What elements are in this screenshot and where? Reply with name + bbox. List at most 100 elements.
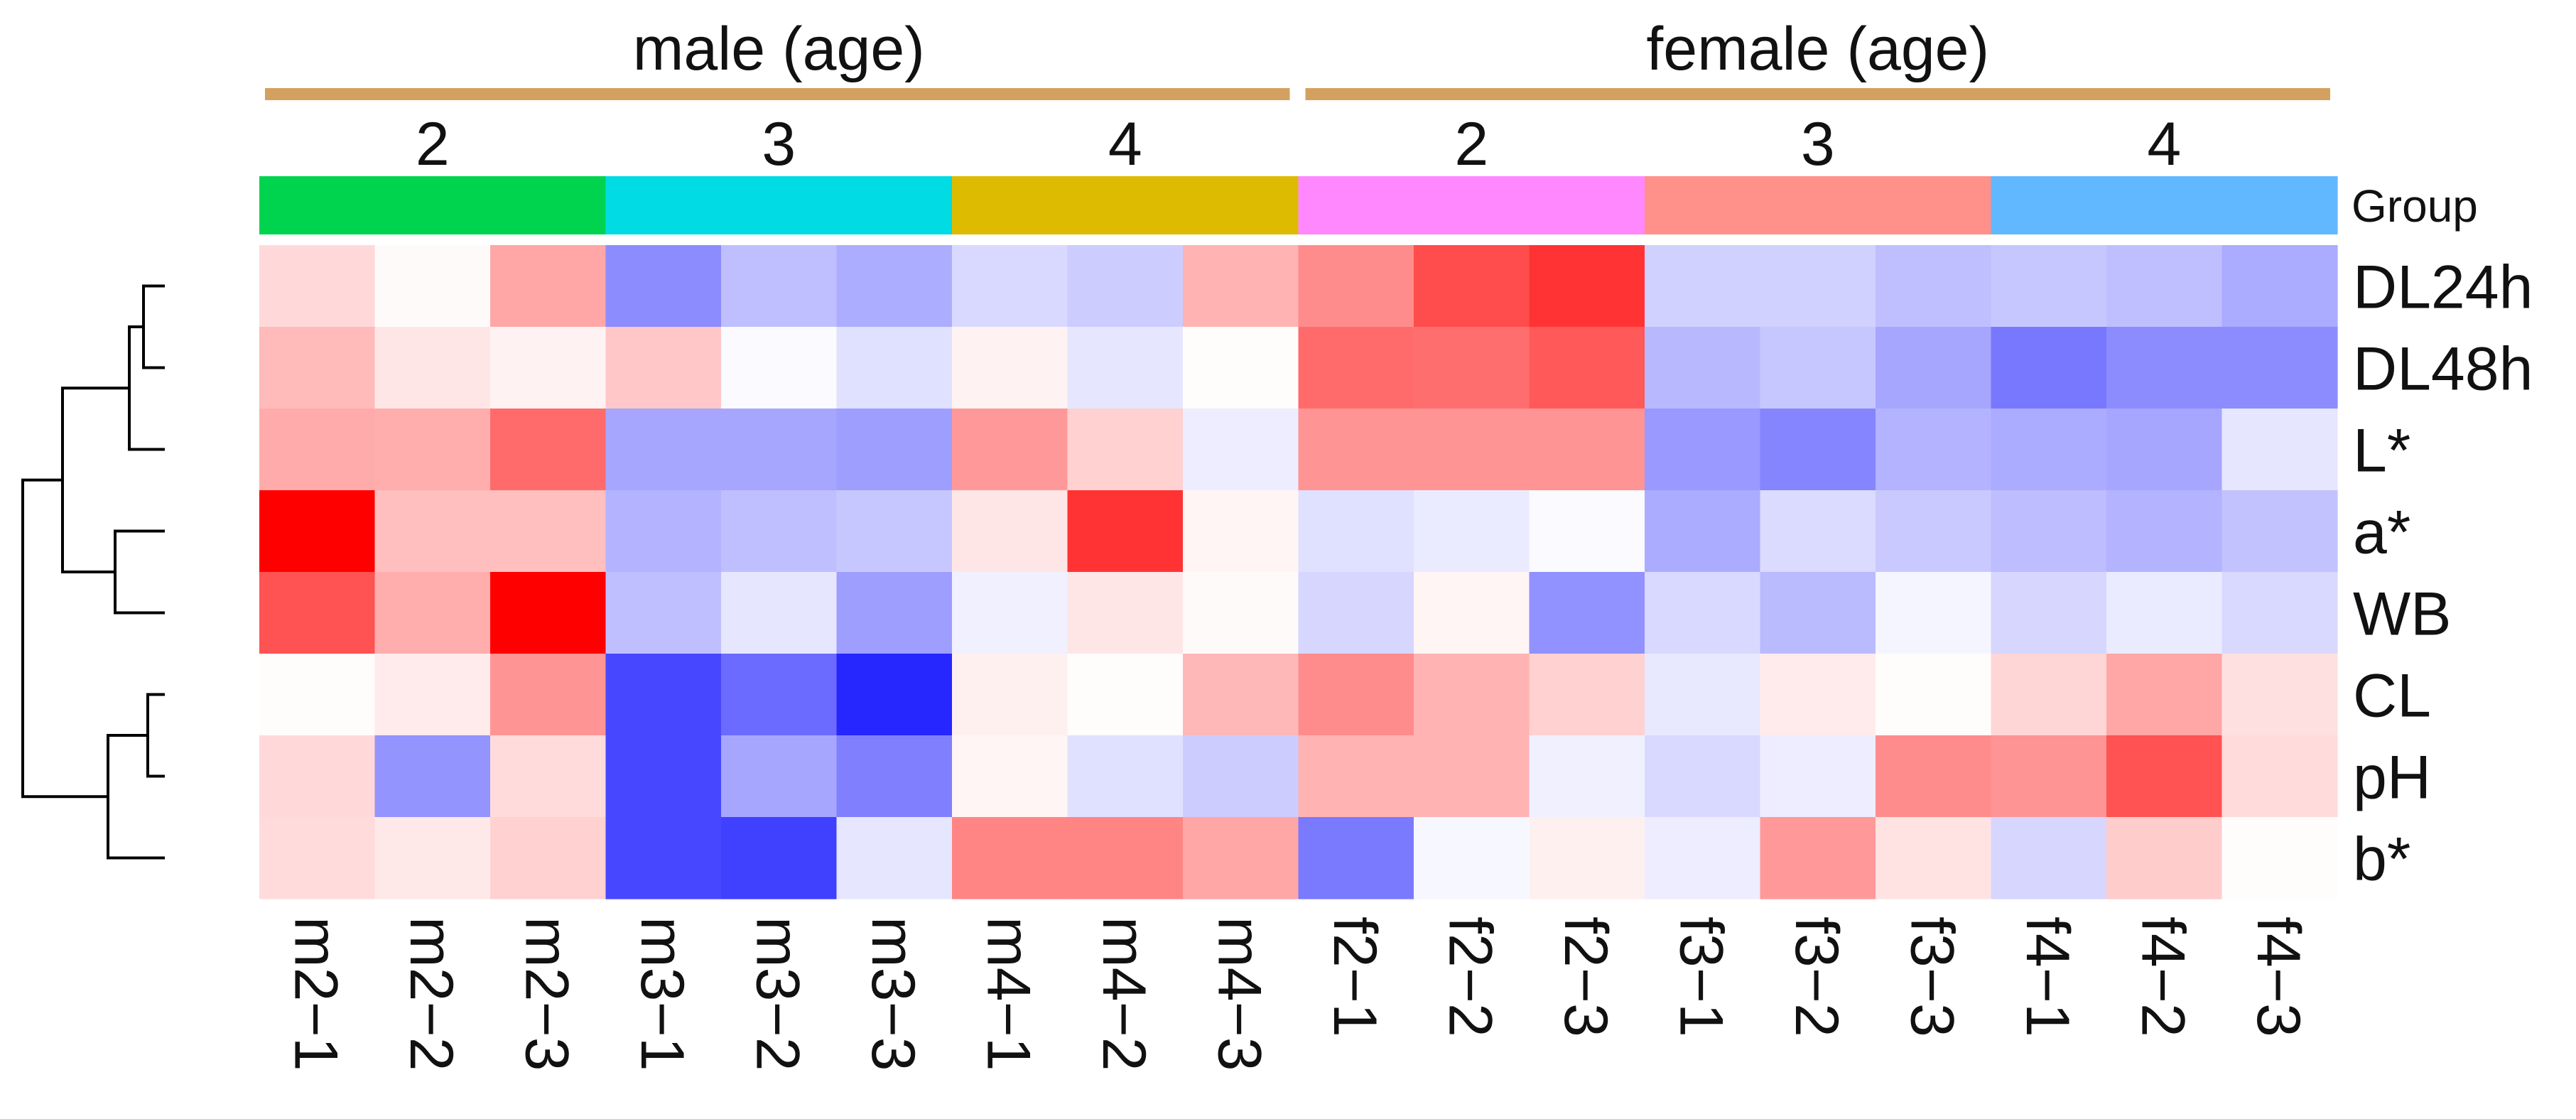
heatmap-cell-WB-m2−3 bbox=[490, 572, 607, 654]
heatmap-cell-pH-m2−1 bbox=[259, 735, 376, 818]
row-label: L* bbox=[2353, 417, 2410, 485]
group-bar-segment bbox=[259, 176, 607, 234]
heatmap-cell-DL48h-f4−2 bbox=[2106, 327, 2223, 409]
column-label: f3−2 bbox=[1782, 917, 1851, 1037]
heatmap-cell-DL48h-f3−2 bbox=[1760, 327, 1876, 409]
heatmap-cell-WB-m4−2 bbox=[1067, 572, 1184, 654]
heatmap-cell-b*-m3−1 bbox=[605, 817, 722, 899]
heatmap-cell-WB-f3−1 bbox=[1645, 572, 1761, 654]
dendrogram-branch bbox=[114, 529, 165, 615]
heatmap-cell-pH-m3−1 bbox=[605, 735, 722, 818]
heatmap-cell-CL-f2−1 bbox=[1298, 654, 1414, 736]
column-label: m4−3 bbox=[1205, 917, 1273, 1071]
heatmap-cell-b*-m3−3 bbox=[836, 817, 953, 899]
heatmap-cell-CL-m3−1 bbox=[605, 654, 722, 736]
sex-group-label: male (age) bbox=[633, 15, 925, 83]
heatmap-cell-a*-f4−2 bbox=[2106, 490, 2223, 573]
heatmap-cell-a*-m2−1 bbox=[259, 490, 376, 573]
heatmap-cell-b*-f4−1 bbox=[1991, 817, 2107, 899]
heatmap-cell-a*-m3−1 bbox=[605, 490, 722, 573]
column-label: m3−1 bbox=[628, 917, 696, 1071]
heatmap-cell-pH-f2−3 bbox=[1529, 735, 1645, 818]
column-label: m2−3 bbox=[512, 917, 580, 1071]
column-label: m3−3 bbox=[859, 917, 927, 1071]
age-label: 3 bbox=[1801, 110, 1835, 178]
heatmap-cell-pH-m4−1 bbox=[952, 735, 1068, 818]
heatmap-cell-L*-f3−2 bbox=[1760, 409, 1876, 491]
heatmap-cell-pH-f4−3 bbox=[2221, 735, 2338, 818]
heatmap-cell-CL-f3−3 bbox=[1876, 654, 1992, 736]
heatmap-cell-DL48h-f4−3 bbox=[2221, 327, 2338, 409]
heatmap-cell-CL-m4−3 bbox=[1183, 654, 1299, 736]
heatmap-cell-WB-m4−3 bbox=[1183, 572, 1299, 654]
heatmap-cell-a*-f2−2 bbox=[1414, 490, 1530, 573]
dendrogram-branch bbox=[61, 386, 129, 573]
heatmap-cell-DL24h-m4−2 bbox=[1067, 245, 1184, 328]
heatmap-cell-DL48h-m4−3 bbox=[1183, 327, 1299, 409]
heatmap-cell-DL24h-f3−2 bbox=[1760, 245, 1876, 328]
heatmap-cell-b*-m2−3 bbox=[490, 817, 607, 899]
age-label: 3 bbox=[762, 110, 796, 178]
group-annotation-bar bbox=[259, 176, 2338, 234]
heatmap-cell-b*-m2−1 bbox=[259, 817, 376, 899]
heatmap-cell-pH-f2−2 bbox=[1414, 735, 1530, 818]
heatmap-cell-WB-f4−1 bbox=[1991, 572, 2107, 654]
heatmap-cell-CL-m3−2 bbox=[721, 654, 838, 736]
row-label: CL bbox=[2353, 662, 2431, 730]
dendrogram-branch bbox=[146, 693, 165, 778]
heatmap-cell-CL-m4−1 bbox=[952, 654, 1068, 736]
age-label: 4 bbox=[1108, 110, 1142, 178]
group-legend-label: Group bbox=[2352, 180, 2478, 232]
heatmap-cell-DL24h-m2−3 bbox=[490, 245, 607, 328]
heatmap-cell-pH-m3−2 bbox=[721, 735, 838, 818]
heatmap-cell-b*-f4−2 bbox=[2106, 817, 2223, 899]
heatmap-cell-b*-m2−2 bbox=[374, 817, 491, 899]
heatmap-cell-DL48h-m4−1 bbox=[952, 327, 1068, 409]
heatmap-cell-b*-m3−2 bbox=[721, 817, 838, 899]
row-label: b* bbox=[2353, 826, 2410, 894]
heatmap-cell-CL-f2−2 bbox=[1414, 654, 1530, 736]
column-label: m2−2 bbox=[397, 917, 465, 1071]
heatmap-cell-L*-m2−2 bbox=[374, 409, 491, 491]
heatmap-cell-a*-f2−1 bbox=[1298, 490, 1414, 573]
heatmap-cell-b*-m4−1 bbox=[952, 817, 1068, 899]
heatmap-cell-a*-m2−2 bbox=[374, 490, 491, 573]
group-bracket-0 bbox=[265, 88, 1290, 100]
dendrogram-branch bbox=[128, 325, 165, 451]
heatmap-cell-DL24h-f4−2 bbox=[2106, 245, 2223, 328]
age-label: 2 bbox=[416, 110, 450, 178]
heatmap-cell-CL-f4−3 bbox=[2221, 654, 2338, 736]
age-label: 4 bbox=[2147, 110, 2181, 178]
heatmap-cell-DL24h-f2−2 bbox=[1414, 245, 1530, 328]
heatmap-cell-b*-f2−2 bbox=[1414, 817, 1530, 899]
row-label: DL48h bbox=[2353, 335, 2533, 404]
heatmap-cell-L*-m4−2 bbox=[1067, 409, 1184, 491]
heatmap-cell-DL48h-m3−1 bbox=[605, 327, 722, 409]
heatmap-cell-DL24h-m3−1 bbox=[605, 245, 722, 328]
heatmap-cell-b*-f3−2 bbox=[1760, 817, 1876, 899]
heatmap-cell-DL48h-m4−2 bbox=[1067, 327, 1184, 409]
heatmap-cell-L*-m3−3 bbox=[836, 409, 953, 491]
heatmap-cell-pH-f3−2 bbox=[1760, 735, 1876, 818]
heatmap-cell-CL-f2−3 bbox=[1529, 654, 1645, 736]
heatmap-cell-a*-m2−3 bbox=[490, 490, 607, 573]
column-label: f3−3 bbox=[1898, 917, 1966, 1037]
heatmap-cell-DL24h-f2−3 bbox=[1529, 245, 1645, 328]
heatmap-cell-CL-f3−1 bbox=[1645, 654, 1761, 736]
column-label: f2−3 bbox=[1552, 917, 1620, 1037]
heatmap-cell-pH-m2−2 bbox=[374, 735, 491, 818]
row-dendrogram bbox=[21, 284, 165, 860]
heatmap-cell-DL48h-m3−3 bbox=[836, 327, 953, 409]
heatmap-cell-WB-f2−3 bbox=[1529, 572, 1645, 654]
heatmap-cell-DL48h-f2−3 bbox=[1529, 327, 1645, 409]
heatmap-cell-b*-f3−1 bbox=[1645, 817, 1761, 899]
column-label: m3−2 bbox=[743, 917, 811, 1071]
heatmap-cell-a*-f4−3 bbox=[2221, 490, 2338, 573]
heatmap-cell-a*-f3−2 bbox=[1760, 490, 1876, 573]
heatmap-cell-DL24h-f3−3 bbox=[1876, 245, 1992, 328]
row-label: WB bbox=[2353, 580, 2452, 649]
column-label: f4−1 bbox=[2013, 917, 2082, 1037]
dendrogram-branch bbox=[21, 478, 108, 799]
column-label: f4−2 bbox=[2128, 917, 2197, 1037]
